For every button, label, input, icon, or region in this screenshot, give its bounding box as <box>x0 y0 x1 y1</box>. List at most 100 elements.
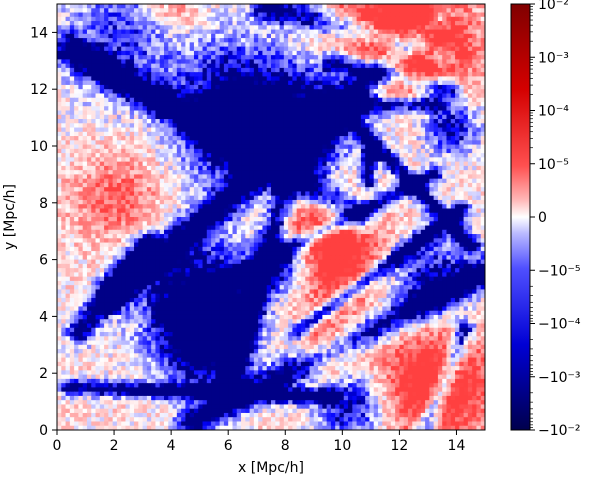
heatmap-cell <box>159 76 165 82</box>
heatmap-cell <box>326 25 332 31</box>
heatmap-cell <box>356 67 362 73</box>
heatmap-cell <box>412 127 418 133</box>
heatmap-cell <box>138 8 144 14</box>
heatmap-cell <box>467 127 473 133</box>
heatmap-cell <box>399 161 405 167</box>
heatmap-cell <box>467 110 473 116</box>
heatmap-cell <box>241 191 246 197</box>
heatmap-cell <box>437 93 443 99</box>
heatmap-cell <box>193 8 199 14</box>
heatmap-cell <box>429 208 435 214</box>
heatmap-cell <box>146 25 152 31</box>
heatmap-cell <box>279 72 285 78</box>
heatmap-cell <box>271 127 276 133</box>
heatmap-cell <box>288 123 293 129</box>
heatmap-cell <box>181 25 186 31</box>
heatmap-cell <box>360 110 366 116</box>
heatmap-cell <box>390 63 396 69</box>
heatmap-cell <box>467 80 473 86</box>
heatmap-cell <box>326 148 332 154</box>
heatmap-cell <box>296 4 302 9</box>
heatmap-cell <box>228 72 234 78</box>
heatmap-cell <box>168 89 174 95</box>
heatmap-cell <box>172 29 178 35</box>
heatmap-cell <box>164 208 169 214</box>
heatmap-cell <box>356 97 362 103</box>
heatmap-cell <box>382 153 388 158</box>
heatmap-cell <box>348 187 353 193</box>
heatmap-cell <box>360 178 366 184</box>
heatmap-cell <box>442 212 448 218</box>
heatmap-cell <box>164 76 169 82</box>
heatmap-cell <box>104 50 109 56</box>
heatmap-cell <box>373 170 379 175</box>
heatmap-cell <box>425 93 430 99</box>
heatmap-cell <box>91 199 97 205</box>
heatmap-cell <box>57 187 62 193</box>
heatmap-cell <box>146 161 152 167</box>
heatmap-cell <box>228 4 234 9</box>
heatmap-cell <box>365 89 371 95</box>
heatmap-cell <box>437 157 443 163</box>
heatmap-cell <box>245 80 251 86</box>
heatmap-cell <box>390 76 396 82</box>
heatmap-cell <box>407 63 413 69</box>
heatmap-cell <box>305 89 311 95</box>
heatmap-cell <box>437 123 443 129</box>
heatmap-cell <box>159 12 165 18</box>
heatmap-cell <box>211 84 216 90</box>
heatmap-cell <box>296 204 302 210</box>
heatmap-cell <box>437 161 443 167</box>
heatmap-cell <box>172 55 178 60</box>
heatmap-cell <box>467 140 473 146</box>
heatmap-cell <box>95 144 101 150</box>
heatmap-cell <box>219 4 225 9</box>
heatmap-cell <box>159 140 165 146</box>
heatmap-cell <box>480 50 485 56</box>
heatmap-cell <box>373 106 379 112</box>
heatmap-cell <box>300 4 306 9</box>
heatmap-cell <box>69 127 75 133</box>
heatmap-cell <box>78 165 84 171</box>
heatmap-cell <box>416 208 422 214</box>
heatmap-cell <box>232 29 238 35</box>
heatmap-cell <box>249 106 255 112</box>
heatmap-cell <box>275 110 281 116</box>
heatmap-cell <box>463 89 469 95</box>
heatmap-cell <box>322 170 328 175</box>
heatmap-cell <box>185 195 191 201</box>
heatmap-cell <box>232 148 238 154</box>
heatmap-cell <box>219 59 225 65</box>
heatmap-cell <box>390 195 396 201</box>
heatmap-cell <box>309 33 315 39</box>
heatmap-cell <box>74 140 79 146</box>
heatmap-cell <box>121 199 127 205</box>
heatmap-cell <box>459 38 465 43</box>
heatmap-cell <box>69 182 75 188</box>
heatmap-cell <box>206 178 212 184</box>
heatmap-cell <box>322 21 328 26</box>
heatmap-cell <box>450 33 456 39</box>
heatmap-cell <box>318 59 323 65</box>
heatmap-cell <box>480 12 485 18</box>
heatmap-cell <box>339 89 345 95</box>
heatmap-cell <box>480 208 485 214</box>
heatmap-cell <box>476 67 482 73</box>
heatmap-cell <box>258 21 264 26</box>
heatmap-cell <box>437 148 443 154</box>
heatmap-cell <box>407 38 413 43</box>
heatmap-cell <box>335 8 341 14</box>
heatmap-cell <box>459 50 465 56</box>
heatmap-cell <box>275 106 281 112</box>
heatmap-cell <box>215 46 221 52</box>
heatmap-cell <box>395 101 400 107</box>
heatmap-cell <box>185 84 191 90</box>
heatmap-cell <box>296 131 302 137</box>
heatmap-cell <box>61 33 67 39</box>
heatmap-cell <box>369 8 375 14</box>
heatmap-cell <box>442 55 448 60</box>
heatmap-cell <box>403 67 409 73</box>
heatmap-cell <box>116 110 122 116</box>
heatmap-cell <box>159 195 165 201</box>
heatmap-cell <box>352 187 358 193</box>
